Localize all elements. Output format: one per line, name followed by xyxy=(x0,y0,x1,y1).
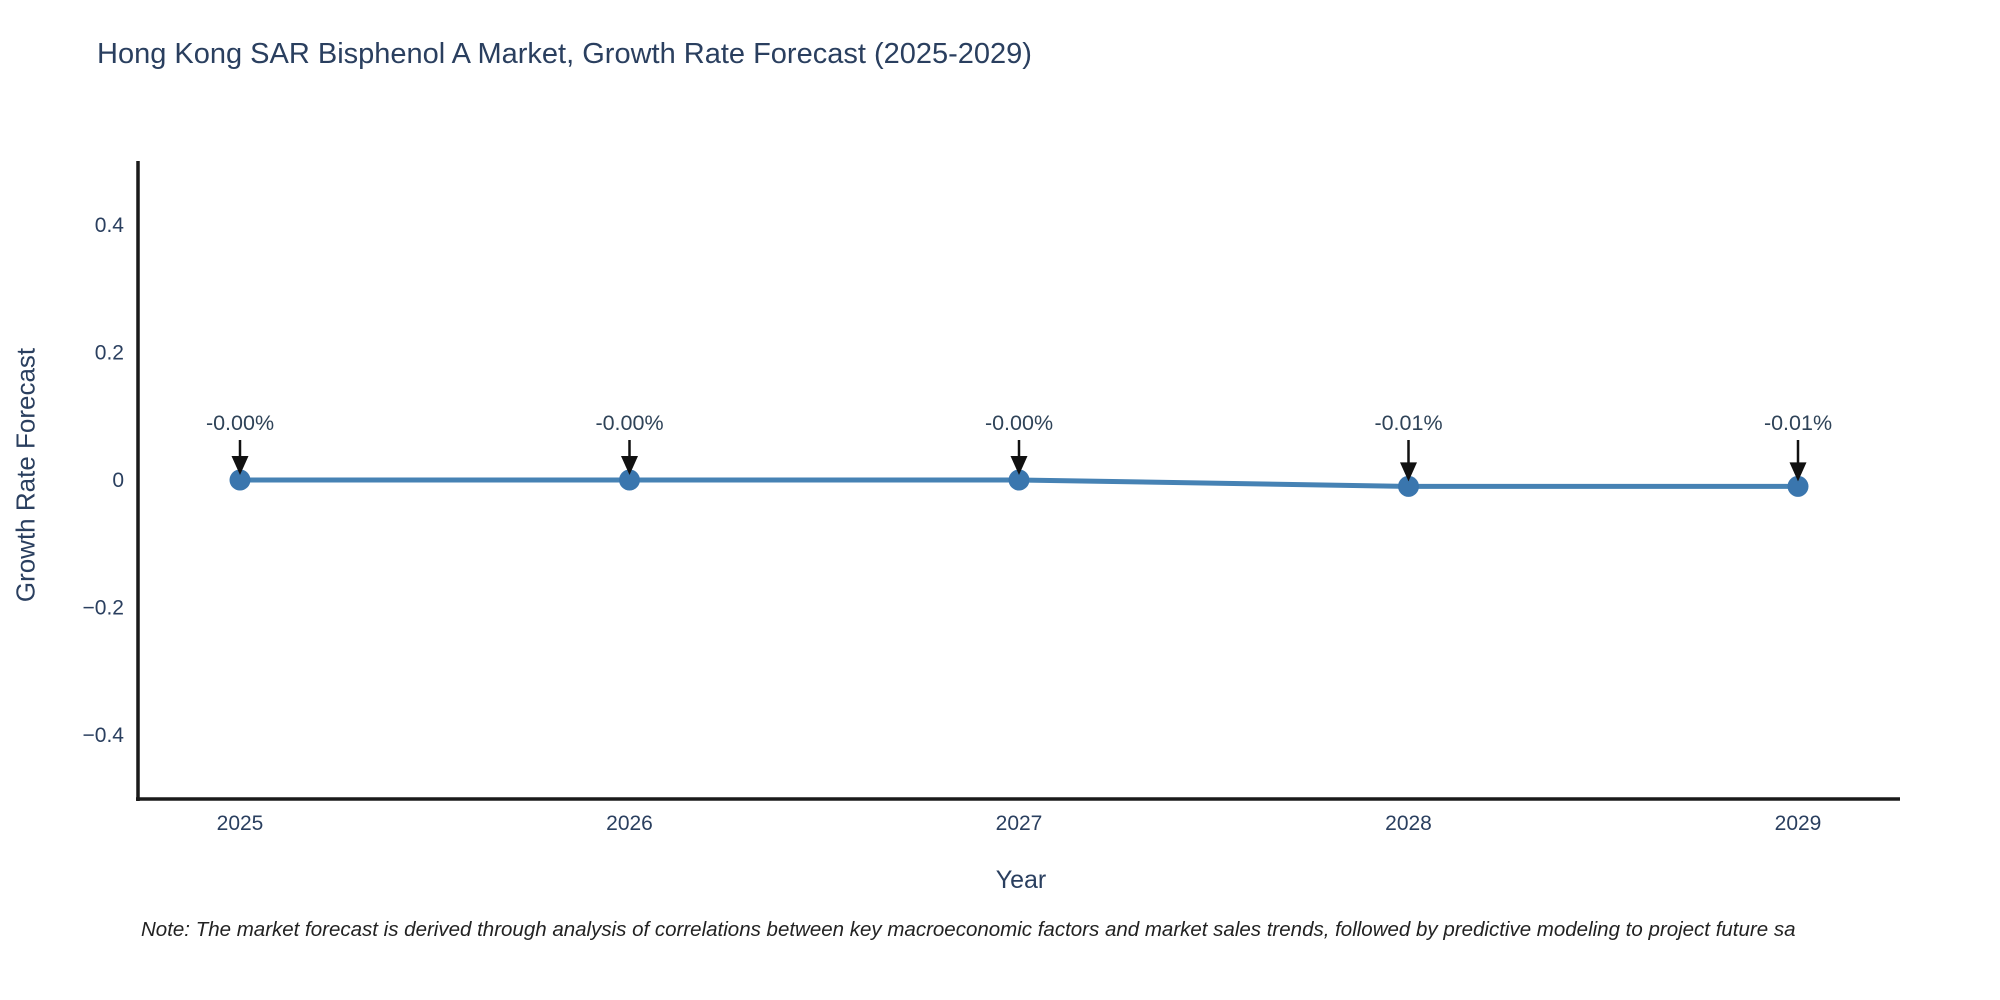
data-point-marker xyxy=(619,469,640,491)
data-point-marker xyxy=(1398,475,1419,497)
point-value-label: -0.01% xyxy=(1764,411,1832,435)
x-tick-label: 2025 xyxy=(217,812,264,835)
x-tick-label: 2027 xyxy=(996,812,1043,835)
x-tick-label: 2029 xyxy=(1775,812,1822,835)
point-value-label: -0.00% xyxy=(595,411,663,435)
y-tick-label: −0.2 xyxy=(83,597,124,620)
data-point-marker xyxy=(1008,469,1030,491)
y-tick-label: −0.4 xyxy=(83,724,125,747)
point-value-label: -0.01% xyxy=(1374,411,1442,435)
annotation-arrow-head xyxy=(1789,462,1807,482)
data-point-marker xyxy=(1787,475,1809,497)
annotation-arrow-head xyxy=(621,456,638,475)
annotation-arrow-head xyxy=(231,456,249,475)
point-value-label: -0.00% xyxy=(206,411,274,435)
data-point-marker xyxy=(229,469,251,491)
y-tick-label: 0 xyxy=(112,469,124,492)
x-tick-label: 2028 xyxy=(1385,812,1432,835)
annotation-arrow-head xyxy=(1400,462,1417,482)
y-tick-label: 0.2 xyxy=(95,341,124,364)
chart-title: Hong Kong SAR Bisphenol A Market, Growth… xyxy=(97,38,1032,70)
point-value-label: -0.00% xyxy=(985,411,1053,435)
y-tick-label: 0.4 xyxy=(95,214,125,237)
annotation-arrow-head xyxy=(1010,456,1028,475)
x-axis-title: Year xyxy=(995,866,1047,894)
x-tick-label: 2026 xyxy=(606,812,653,835)
footnote: Note: The market forecast is derived thr… xyxy=(141,918,1796,941)
